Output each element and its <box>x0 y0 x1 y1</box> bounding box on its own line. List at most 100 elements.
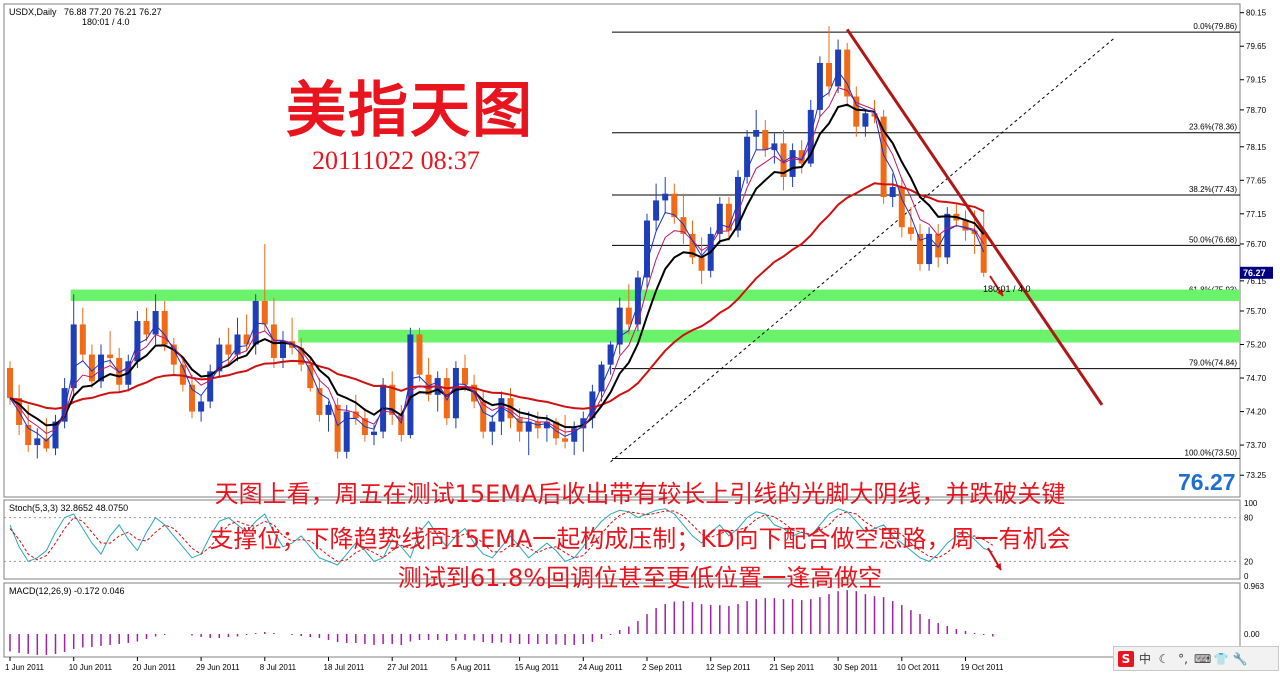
candle-body <box>671 193 678 218</box>
candle-body <box>580 418 587 429</box>
candle-body <box>343 411 350 452</box>
trendline <box>845 28 1104 406</box>
candle-body <box>735 176 741 231</box>
price-tick-label: 76.15 <box>1246 277 1267 286</box>
ime-toolbar: S 中 ☾ °, ⌨ 👕 🔧 <box>1113 646 1279 671</box>
last-price-box <box>1240 266 1273 279</box>
candle-body <box>198 401 205 412</box>
candle-body <box>389 384 396 415</box>
price-tick-label: 78.70 <box>1246 106 1267 115</box>
annotation-arrows <box>987 275 1004 571</box>
timestamp-label: 20111022 08:37 <box>312 146 480 175</box>
date-tick-label: 19 Oct 2011 <box>961 663 1005 672</box>
candle-body <box>625 307 632 325</box>
candle-body <box>980 231 987 273</box>
candle-body <box>34 438 41 446</box>
candle-body <box>653 200 660 221</box>
moon-icon[interactable]: ☾ <box>1158 651 1170 666</box>
cursor-label: 180:01 / 4.0 <box>983 284 1031 294</box>
candle-body <box>589 391 596 419</box>
candle-body <box>880 116 887 198</box>
candle-body <box>462 367 468 385</box>
date-tick-label: 12 Sep 2011 <box>706 663 751 672</box>
price-tick-label: 77.65 <box>1246 176 1267 185</box>
candle-body <box>898 186 905 228</box>
candle-body <box>644 220 650 278</box>
candle-body <box>489 421 496 432</box>
candle-body <box>152 311 159 335</box>
candle-body <box>853 96 860 127</box>
candle-body <box>553 421 559 439</box>
candle-body <box>425 374 432 395</box>
date-tick-label: 30 Sep 2011 <box>833 663 878 672</box>
date-tick-label: 2 Sep 2011 <box>642 663 683 672</box>
candle-body <box>107 354 114 358</box>
candle-body <box>562 438 569 442</box>
stoch-level-label: 0 <box>1244 572 1249 581</box>
candle-body <box>662 193 669 201</box>
candle-body <box>252 300 259 345</box>
ema-blue-line <box>9 70 985 442</box>
red-arrow-head <box>994 563 1001 570</box>
candle-body <box>234 334 241 355</box>
stoch-level-label: 100 <box>1244 499 1258 508</box>
price-tick-label: 80.15 <box>1246 9 1267 18</box>
last-price-label: 76.27 <box>1243 268 1266 278</box>
candle-body <box>61 388 68 422</box>
candle-body <box>543 421 550 429</box>
stoch-level-label: 20 <box>1244 557 1253 566</box>
candle-body <box>480 401 487 432</box>
candle-body <box>98 354 104 382</box>
symbol-header: USDX,Daily <box>9 7 57 17</box>
macd-level-label: 0.00 <box>1244 630 1260 639</box>
commentary-line-2: 支撑位；下降趋势线同15EMA一起构成压制；KD向下配合做空思路，周一有机会 <box>209 525 1071 553</box>
candle-body <box>498 398 505 422</box>
shirt-icon[interactable]: 👕 <box>1213 651 1229 666</box>
price-tick-label: 78.15 <box>1246 143 1267 152</box>
candle-body <box>944 213 951 258</box>
sogou-icon[interactable]: S <box>1118 650 1134 667</box>
wrench-icon[interactable]: 🔧 <box>1232 651 1248 666</box>
candle-body <box>862 113 869 127</box>
candle-body <box>826 62 832 87</box>
candle-body <box>307 364 314 389</box>
fib-label: 0.0%(79.86) <box>1193 22 1237 31</box>
big-last-price: 76.27 <box>1178 469 1236 495</box>
macd-label: MACD(12,26,9) -0.172 0.046 <box>9 586 125 596</box>
candle-body <box>907 227 914 234</box>
candle-body <box>680 217 687 234</box>
candle-body <box>571 428 578 442</box>
ema-pink-line <box>9 86 985 434</box>
candle-body <box>516 418 523 432</box>
candle-body <box>225 344 232 355</box>
degree-icon[interactable]: °, <box>1178 651 1188 666</box>
date-tick-label: 21 Sep 2011 <box>769 663 814 672</box>
support-zone <box>298 329 1240 343</box>
date-tick-label: 18 Jul 2011 <box>324 663 365 672</box>
date-axis: 1 Jun 2011 10 Jun 2011 20 Jun 2011 29 Jun 2… <box>5 657 1004 672</box>
macd-panel <box>3 582 1241 658</box>
keyboard-icon[interactable]: ⌨ <box>1194 651 1212 666</box>
commentary-line-3: 测试到61.8%回调位甚至更低位置一逢高做空 <box>397 564 883 592</box>
candle-body <box>753 130 760 137</box>
candle-body <box>243 334 250 345</box>
fib-label: 79.0%(74.84) <box>1189 359 1237 368</box>
candle-body <box>798 150 805 164</box>
candle-body <box>607 344 614 365</box>
ema-black-line <box>9 103 985 429</box>
price-tick-label: 77.15 <box>1246 210 1267 219</box>
macd-level-label: 0.963 <box>1244 582 1265 591</box>
candle-body <box>170 344 177 365</box>
candle-body <box>352 411 359 419</box>
price-tick-label: 75.20 <box>1246 341 1267 350</box>
candle-body <box>698 257 705 271</box>
chinese-mode-icon[interactable]: 中 <box>1138 651 1151 666</box>
ema-red-line <box>9 182 985 410</box>
price-tick-label: 73.70 <box>1246 441 1267 450</box>
date-tick-label: 10 Oct 2011 <box>897 663 941 672</box>
date-tick-label: 10 Jun 2011 <box>69 663 113 672</box>
candle-body <box>161 311 168 345</box>
ohlc-header: 76.88 77.20 76.21 76.27 <box>64 7 162 17</box>
fib-label: 38.2%(77.43) <box>1189 185 1237 194</box>
